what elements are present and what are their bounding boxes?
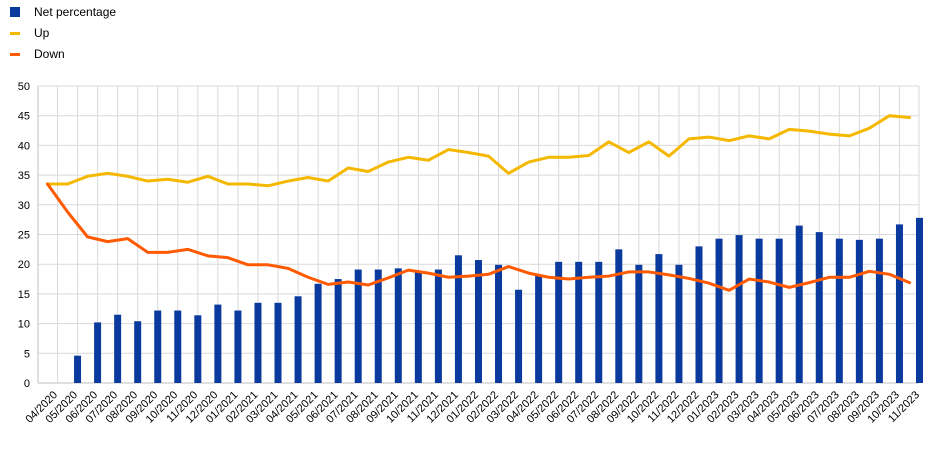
bar-net-percentage <box>434 269 442 383</box>
bar-net-percentage <box>354 269 362 383</box>
y-tick-label: 10 <box>18 319 30 331</box>
bar-net-percentage <box>294 296 302 383</box>
bar-net-percentage <box>214 304 222 383</box>
bar-net-percentage <box>675 264 683 383</box>
bar-net-percentage <box>74 355 82 383</box>
bar-net-percentage <box>535 274 543 383</box>
series-line-down <box>46 182 911 292</box>
y-tick-label: 0 <box>24 378 30 390</box>
bar-net-percentage <box>154 310 162 383</box>
bar-net-percentage <box>895 224 903 383</box>
bar-net-percentage <box>815 232 823 383</box>
bar-net-percentage <box>495 264 503 383</box>
bar-net-percentage <box>114 314 122 383</box>
bar-net-percentage <box>875 238 883 383</box>
bar-net-percentage <box>394 268 402 383</box>
bar-net-percentage <box>715 238 723 383</box>
bar-net-percentage <box>555 261 563 383</box>
bar-net-percentage <box>655 254 663 383</box>
y-tick-label: 5 <box>24 348 30 360</box>
legend-swatch-up <box>10 32 20 35</box>
bar-net-percentage <box>374 269 382 383</box>
bar-net-percentage <box>755 238 763 383</box>
bar-net-percentage <box>635 264 643 383</box>
y-tick-label: 40 <box>18 140 30 152</box>
bar-net-percentage <box>775 238 783 383</box>
bar-net-percentage <box>575 261 583 383</box>
bar-net-percentage <box>855 239 863 383</box>
y-tick-label: 30 <box>18 200 30 212</box>
bar-net-percentage <box>695 246 703 383</box>
series-line-up <box>46 114 911 188</box>
legend-label-up: Up <box>34 26 50 40</box>
bar-net-percentage <box>735 235 743 383</box>
y-tick-label: 45 <box>18 111 30 123</box>
bar-net-percentage <box>595 261 603 383</box>
bar-net-percentage <box>515 289 523 383</box>
y-tick-label: 15 <box>18 289 30 301</box>
legend-swatch-net-percentage <box>10 7 20 17</box>
bar-net-percentage <box>414 270 422 383</box>
bar-net-percentage <box>134 321 142 383</box>
bar-net-percentage <box>334 279 342 383</box>
legend-label-down: Down <box>34 47 65 61</box>
legend-label-net-percentage: Net percentage <box>34 5 117 19</box>
bar-net-percentage <box>194 315 202 383</box>
bar-net-percentage <box>474 260 482 383</box>
bar-net-percentage <box>254 302 262 383</box>
bar-net-percentage <box>615 249 623 383</box>
y-tick-label: 35 <box>18 170 30 182</box>
bar-net-percentage <box>916 217 923 383</box>
bar-net-percentage <box>234 310 242 383</box>
y-tick-label: 20 <box>18 259 30 271</box>
bar-net-percentage <box>274 302 282 383</box>
y-tick-label: 50 <box>18 81 30 93</box>
bar-net-percentage <box>314 283 322 383</box>
legend-swatch-down <box>10 53 20 56</box>
bar-net-percentage <box>835 238 843 383</box>
bar-net-percentage <box>174 310 182 383</box>
bar-net-percentage <box>454 255 462 383</box>
y-tick-label: 25 <box>18 230 30 242</box>
bar-net-percentage <box>94 322 102 383</box>
bar-net-percentage <box>795 225 803 383</box>
